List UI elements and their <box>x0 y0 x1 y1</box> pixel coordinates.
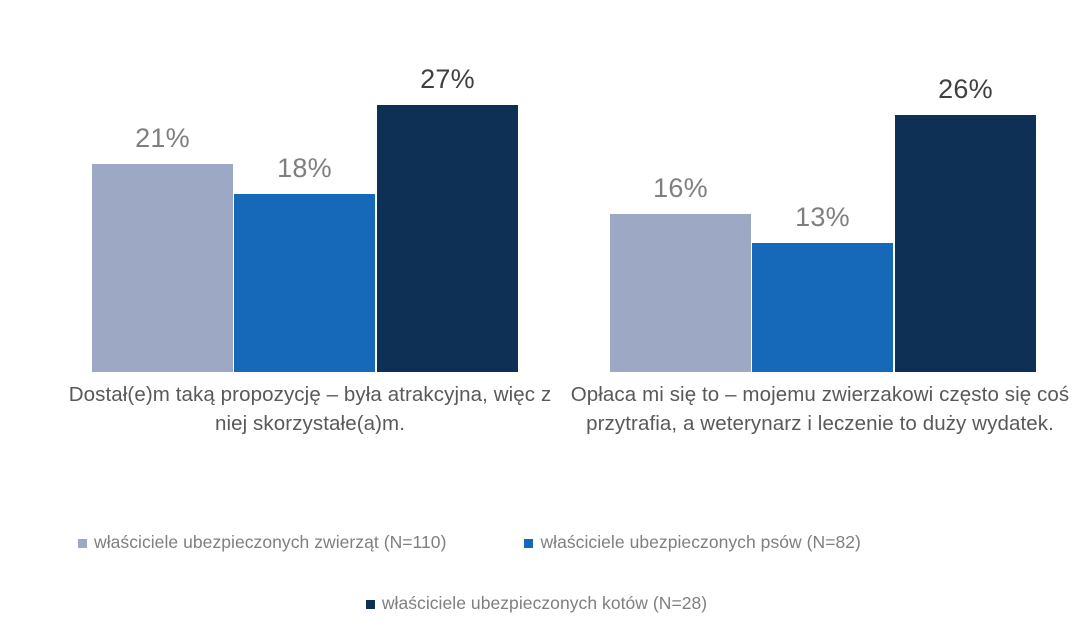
bar-value-label-s0-c1: 16% <box>653 172 708 203</box>
legend-swatch-icon-2 <box>365 599 375 609</box>
legend-swatch-icon-1 <box>524 538 534 548</box>
bar-column-s0-c1: 16% <box>610 0 751 372</box>
bar-s0-c0[interactable] <box>92 164 233 372</box>
category-group-0: 21% 18% 27% <box>92 0 519 372</box>
bar-s1-c1[interactable] <box>752 243 893 372</box>
legend-item-0[interactable]: właściciele ubezpieczonych zwierząt (N=1… <box>78 534 446 552</box>
bar-column-s1-c1: 13% <box>752 0 893 372</box>
bar-s1-c0[interactable] <box>234 194 375 372</box>
bar-value-label-s0-c0: 21% <box>135 123 190 154</box>
legend-swatch-icon-0 <box>78 538 87 548</box>
legend-item-1[interactable]: właściciele ubezpieczonych psów (N=82) <box>524 532 861 553</box>
bar-s2-c1[interactable] <box>895 114 1036 372</box>
bar-column-s2-c1: 26% <box>895 0 1036 372</box>
legend-label-0: właściciele ubezpieczonych zwierząt (N=1… <box>94 532 447 553</box>
chart-legend: właściciele ubezpieczonych zwierząt (N=1… <box>0 528 1073 628</box>
bar-value-label-s2-c1: 26% <box>938 73 993 104</box>
plot-area: 21% 18% 27% 16% 13% 26% <box>92 0 1037 372</box>
legend-row-top: właściciele ubezpieczonych zwierząt (N=1… <box>0 528 1073 558</box>
legend-label-2: właściciele ubezpieczonych kotów (N=28) <box>381 593 708 614</box>
category-group-1: 16% 13% 26% <box>610 0 1037 372</box>
bar-column-s1-c0: 18% <box>234 0 375 372</box>
legend-label-1: właściciele ubezpieczonych psów (N=82) <box>540 532 861 553</box>
bar-column-s0-c0: 21% <box>92 0 233 372</box>
legend-row-bottom: właściciele ubezpieczonych kotów (N=28) <box>0 589 1073 619</box>
bar-s2-c0[interactable] <box>377 105 518 372</box>
bar-value-label-s1-c0: 18% <box>277 153 332 183</box>
bar-column-s2-c0: 27% <box>377 0 518 372</box>
bar-s0-c1[interactable] <box>610 213 751 372</box>
bar-value-label-s2-c0: 27% <box>420 64 475 94</box>
x-tick-label-0: Dostał(e)m taką propozycję – była atrakc… <box>68 383 552 435</box>
bar-value-label-s1-c1: 13% <box>795 202 850 233</box>
x-axis-tick-labels: Dostał(e)m taką propozycję – była atrakc… <box>0 380 1073 490</box>
legend-item-2[interactable]: właściciele ubezpieczonych kotów (N=28) <box>365 593 708 614</box>
x-tick-label-1: Opłaca mi się to – mojemu zwierzakowi cz… <box>570 383 1070 435</box>
